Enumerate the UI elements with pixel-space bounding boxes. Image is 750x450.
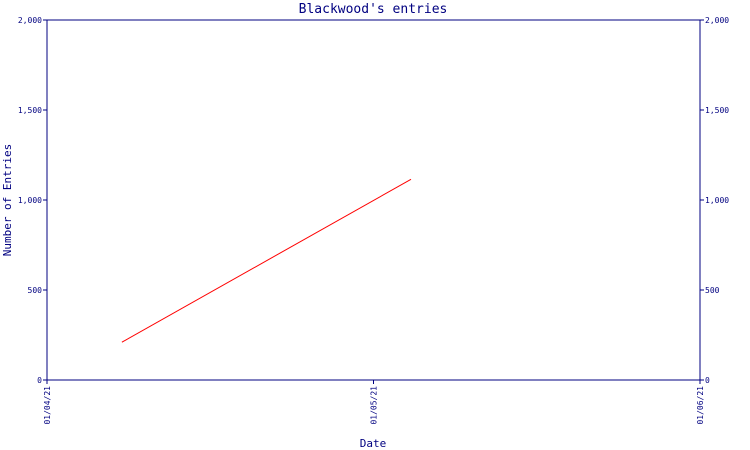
y-axis-right: 0 500 1,000 1,500 2,000 — [700, 16, 729, 385]
y-tick-label-left: 2,000 — [18, 16, 42, 25]
chart-title: Blackwood's entries — [299, 2, 448, 17]
y-axis-left: 0 500 1,000 1,500 2,000 — [18, 16, 47, 385]
y-tick-label-right: 0 — [705, 376, 710, 385]
series-line-0 — [121, 178, 412, 343]
x-axis: 01/04/21 01/05/21 01/06/21 — [43, 380, 705, 425]
series-group — [121, 178, 412, 343]
y-tick-label-right: 1,500 — [705, 106, 729, 115]
y-tick-label-left: 1,000 — [18, 196, 42, 205]
y-tick-label-left: 1,500 — [18, 106, 42, 115]
x-tick-label: 01/05/21 — [370, 386, 379, 425]
y-tick-label-right: 1,000 — [705, 196, 729, 205]
y-tick-label-right: 500 — [705, 286, 720, 295]
y-tick-label-right: 2,000 — [705, 16, 729, 25]
y-tick-label-left: 0 — [37, 376, 42, 385]
y-tick-label-left: 500 — [28, 286, 43, 295]
x-axis-label: Date — [360, 437, 387, 450]
x-tick-label: 01/06/21 — [696, 386, 705, 425]
y-axis-label: Number of Entries — [1, 144, 14, 257]
x-tick-label: 01/04/21 — [43, 386, 52, 425]
